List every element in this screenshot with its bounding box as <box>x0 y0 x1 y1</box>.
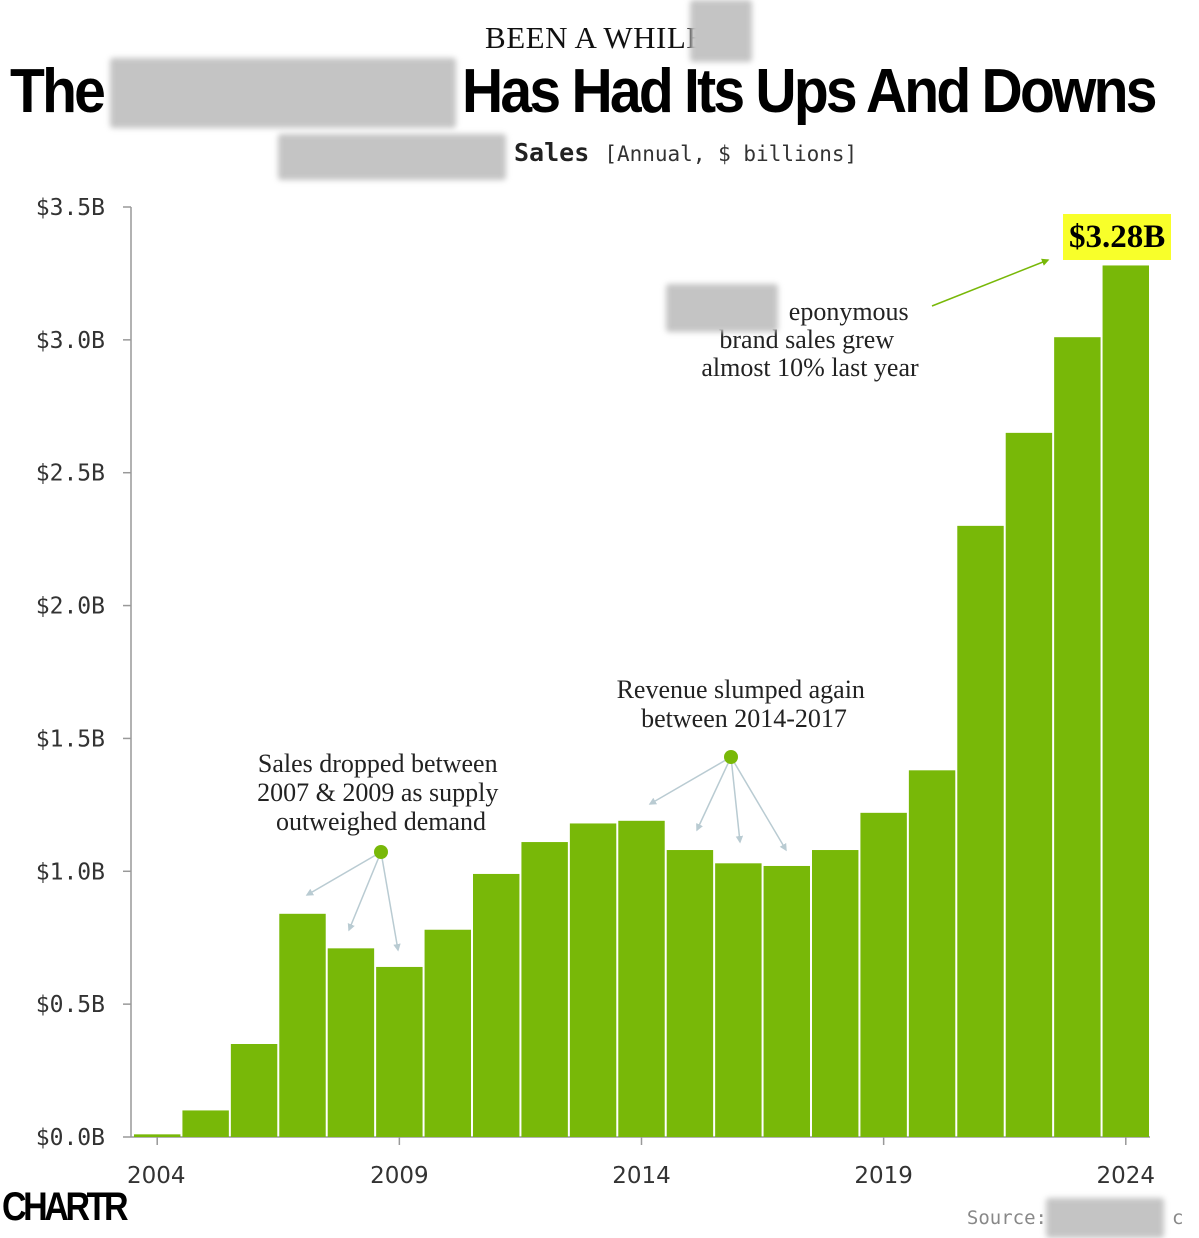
bar-2005 <box>182 1110 229 1137</box>
bar-2013 <box>569 823 617 1137</box>
bar-2018 <box>812 850 859 1137</box>
bar-2017 <box>763 865 810 1137</box>
x-tick-label: 2009 <box>370 1163 429 1189</box>
bar-2020 <box>908 770 956 1137</box>
bar-2021 <box>957 525 1004 1137</box>
y-tick-label: $0.5B <box>36 992 105 1018</box>
x-axis: 2004 2009 2014 2019 2024 <box>127 1136 1156 1189</box>
bar-2009 <box>376 966 423 1137</box>
bar-2024 <box>1102 265 1149 1137</box>
bar-2015 <box>666 850 714 1137</box>
annotation-drop-dot <box>374 845 388 859</box>
annotation-growth-line-3: almost 10% last year <box>701 353 919 382</box>
subtitle: Sales [Annual, $ billions] <box>514 138 857 167</box>
bars <box>134 265 1149 1137</box>
redacted-brand-name <box>110 58 456 128</box>
redacted-kicker-word <box>690 0 752 62</box>
annotation-drop-line-1: Sales dropped between <box>258 749 498 778</box>
annotation-drop: Sales dropped between 2007 & 2009 as sup… <box>257 749 505 836</box>
y-axis: $0.0B $0.5B $1.0B $1.5B $2.0B $2.5B $3.0B $3.5B <box>36 195 132 1151</box>
bar-2004 <box>134 1134 181 1137</box>
title-right: Has Had Its Ups And Downs <box>462 57 1157 126</box>
bar-2011 <box>473 873 520 1137</box>
redacted-source <box>1046 1198 1164 1238</box>
annotation-drop-line-2: 2007 & 2009 as supply <box>257 778 498 807</box>
bar-2016 <box>715 863 762 1137</box>
annotation-growth-arrow <box>931 258 1050 307</box>
redacted-annotation-brand <box>666 284 778 332</box>
annotation-growth-line-1: eponymous <box>789 297 909 326</box>
annotation-slump-dot <box>724 750 738 764</box>
y-tick-label: $1.5B <box>36 726 105 752</box>
bar-2007 <box>279 913 326 1137</box>
y-tick-label: $2.5B <box>36 461 105 487</box>
kicker-text: BEEN A WHILE, <box>485 20 714 55</box>
bar-2019 <box>860 812 907 1137</box>
annotation-slump-line-2: between 2014-2017 <box>641 704 847 733</box>
annotation-slump-line-1: Revenue slumped again <box>617 675 865 704</box>
bar-2022 <box>1005 432 1053 1137</box>
chartr-logo: CHARTR <box>2 1185 129 1229</box>
latest-value-callout: $3.28B <box>1063 214 1172 260</box>
y-tick-label: $2.0B <box>36 594 105 620</box>
y-tick-label: $3.5B <box>36 195 105 221</box>
bar-2006 <box>230 1044 278 1137</box>
bar-2008 <box>327 948 375 1137</box>
y-tick-label: $1.0B <box>36 859 105 885</box>
x-tick-label: 2004 <box>127 1163 186 1189</box>
subtitle-unit: [Annual, $ billions] <box>604 142 858 166</box>
annotation-slump-arrows <box>648 750 787 852</box>
annotation-slump: Revenue slumped again between 2014-2017 <box>617 675 872 733</box>
source-tail: c <box>1172 1207 1184 1229</box>
y-tick-label: $3.0B <box>36 328 105 354</box>
bar-2012 <box>521 842 568 1137</box>
x-tick-label: 2014 <box>612 1163 671 1189</box>
x-tick-label: 2024 <box>1097 1163 1156 1189</box>
source-label: Source: <box>966 1207 1047 1229</box>
subtitle-bold: Sales <box>514 138 590 167</box>
redacted-subtitle-brand <box>278 134 506 180</box>
annotation-drop-arrows <box>305 845 401 952</box>
title-left: The <box>10 57 106 126</box>
annotation-growth: eponymous brand sales grew almost 10% la… <box>701 297 919 382</box>
annotation-drop-line-3: outweighed demand <box>276 807 486 836</box>
bar-2010 <box>424 929 471 1137</box>
bar-2014 <box>618 820 665 1137</box>
x-tick-label: 2019 <box>854 1163 913 1189</box>
y-tick-label: $0.0B <box>36 1125 105 1151</box>
bar-2023 <box>1054 337 1101 1137</box>
